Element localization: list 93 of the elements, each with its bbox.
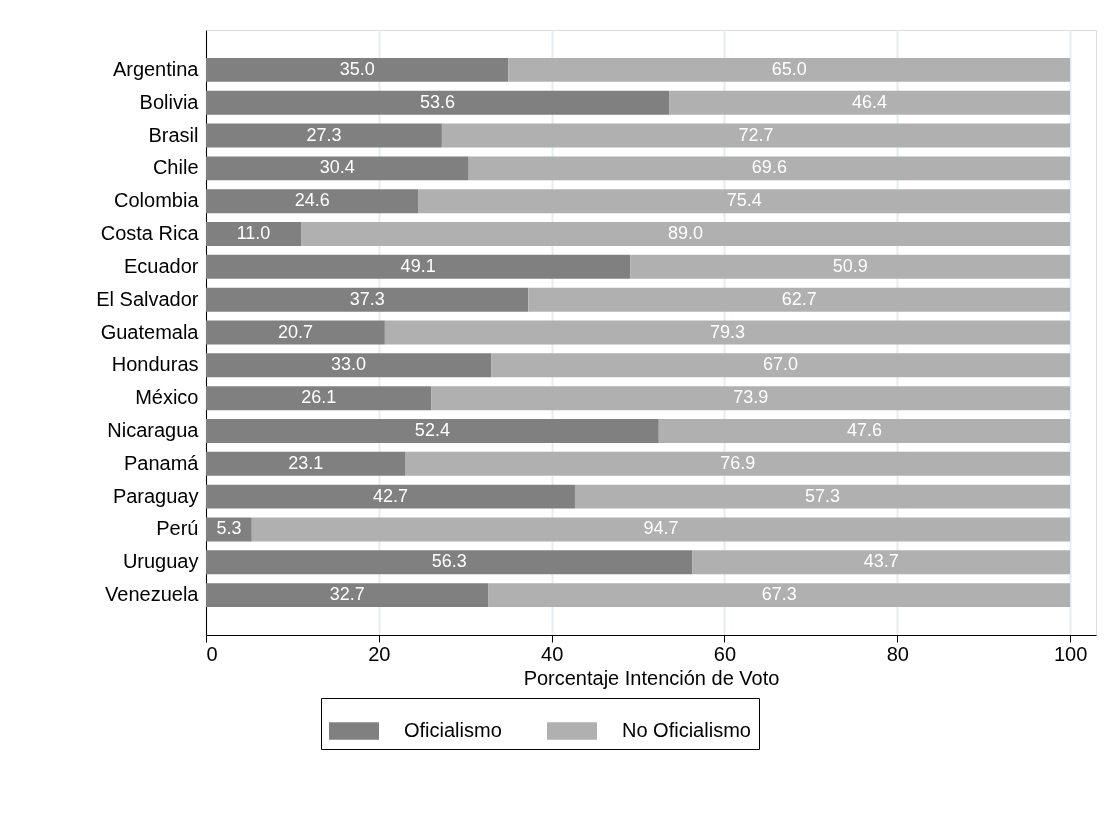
y-tick-label: Venezuela [105, 583, 200, 606]
data-label: 67.3 [761, 584, 797, 605]
data-label: 5.3 [216, 518, 242, 539]
data-label: 33.0 [331, 354, 367, 375]
bar [441, 123, 1071, 148]
y-tick-label: Ecuador [124, 254, 199, 277]
data-label: 37.3 [349, 288, 385, 309]
y-tick-label: Nicaragua [107, 418, 200, 441]
x-axis-title: Porcentaje Intención de Voto [523, 666, 780, 689]
data-label: 65.0 [771, 58, 807, 79]
bar [206, 451, 406, 476]
bar [206, 550, 693, 575]
bar [508, 57, 1071, 82]
bar [630, 254, 1071, 279]
x-tick-label: 40 [541, 642, 564, 665]
data-label: 79.3 [709, 321, 745, 342]
x-tick-label: 80 [886, 642, 909, 665]
data-label: 50.9 [832, 255, 868, 276]
bar [301, 222, 1071, 246]
bar [206, 386, 432, 411]
data-label: 20.7 [277, 321, 313, 342]
bar [206, 57, 509, 82]
bar [206, 583, 489, 608]
bar [206, 156, 469, 181]
data-label: 89.0 [668, 223, 704, 244]
legend-label: No Oficialismo [622, 719, 751, 741]
y-tick-label: Panamá [124, 451, 200, 474]
y-tick-label: Guatemala [100, 320, 200, 343]
bar [206, 484, 575, 509]
bar [206, 123, 442, 148]
data-label: 53.6 [420, 91, 456, 112]
data-label: 27.3 [306, 124, 342, 145]
bar [491, 353, 1071, 378]
bar [405, 451, 1071, 476]
bar [206, 320, 385, 345]
y-tick-label: El Salvador [96, 287, 199, 310]
bar [206, 90, 670, 115]
bar [488, 583, 1071, 608]
y-tick-label: Honduras [111, 353, 199, 376]
bar [418, 189, 1071, 214]
data-label: 57.3 [805, 485, 841, 506]
y-tick-label: Brasil [148, 123, 199, 146]
y-tick-label: México [135, 386, 199, 409]
data-label: 69.6 [751, 157, 787, 178]
bar [384, 320, 1071, 345]
bar [206, 353, 492, 378]
x-tick-label: 60 [713, 642, 737, 665]
bar [669, 90, 1071, 115]
data-label: 72.7 [738, 124, 774, 145]
data-label: 42.7 [372, 485, 408, 506]
bar [206, 419, 659, 443]
data-label: 47.6 [846, 419, 882, 440]
data-label: 76.9 [720, 452, 756, 473]
y-tick-label: Colombia [114, 189, 200, 212]
bar [692, 550, 1071, 575]
y-tick-label: Argentina [112, 57, 200, 80]
data-label: 32.7 [329, 584, 365, 605]
x-tick-label: 100 [1053, 642, 1088, 665]
bar [468, 156, 1071, 181]
bar [206, 189, 419, 214]
bar [431, 386, 1071, 411]
bar [206, 287, 529, 312]
bar [206, 222, 302, 246]
bar [574, 484, 1071, 509]
x-tick-label: 0 [206, 642, 218, 665]
data-label: 30.4 [319, 157, 355, 178]
bar [206, 254, 631, 279]
x-tick-label: 20 [368, 642, 391, 665]
data-label: 35.0 [339, 58, 375, 79]
data-label: 56.3 [431, 551, 467, 572]
data-label: 49.1 [400, 255, 436, 276]
data-label: 73.9 [733, 387, 769, 408]
legend-label: Oficialismo [404, 719, 502, 741]
data-label: 24.6 [294, 190, 330, 211]
data-label: 26.1 [301, 387, 337, 408]
data-label: 62.7 [781, 288, 817, 309]
y-tick-label: Chile [152, 156, 199, 179]
y-tick-label: Paraguay [112, 484, 199, 507]
data-label: 67.0 [763, 354, 799, 375]
bar [658, 419, 1071, 443]
bar [528, 287, 1071, 312]
data-label: 11.0 [236, 223, 271, 244]
y-tick-label: Uruguay [122, 550, 199, 573]
data-label: 75.4 [726, 190, 762, 211]
y-tick-label: Costa Rica [100, 222, 200, 245]
data-label: 94.7 [643, 518, 679, 539]
bar [251, 517, 1071, 542]
y-tick-label: Bolivia [139, 90, 200, 113]
data-label: 52.4 [414, 419, 450, 440]
y-tick-label: Perú [156, 517, 199, 540]
data-label: 23.1 [288, 452, 324, 473]
data-label: 43.7 [863, 551, 899, 572]
data-label: 46.4 [852, 91, 888, 112]
